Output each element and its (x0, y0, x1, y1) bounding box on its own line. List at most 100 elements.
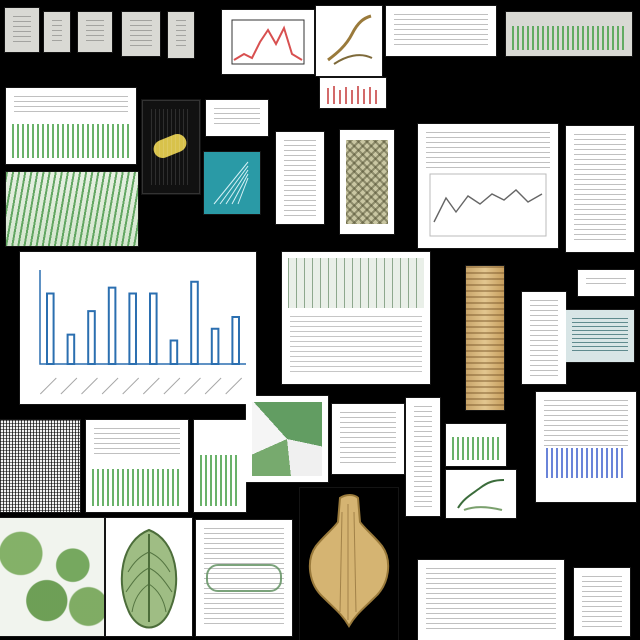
scan-tile-5 (168, 12, 194, 58)
teal-panel (204, 152, 260, 214)
text-lines (574, 134, 626, 244)
text-lines (582, 576, 622, 628)
green-cluster (0, 518, 104, 636)
text-lines (290, 316, 422, 376)
small-text-panel-2 (276, 132, 324, 224)
mosaic-panel (246, 396, 328, 482)
tick-mark (163, 377, 181, 395)
scan-lines (52, 20, 62, 44)
peaks-svg (327, 86, 377, 104)
tick-mark (184, 377, 201, 395)
peaks (327, 86, 377, 104)
scan-tile-1 (5, 8, 39, 52)
text-lines (340, 412, 396, 466)
dark-panel (142, 100, 200, 194)
bar (169, 339, 179, 365)
text-strip-top (386, 6, 496, 56)
green-bars (12, 123, 130, 158)
bottom-left-scan (0, 420, 80, 512)
document-right-2 (536, 392, 636, 502)
large-line-panel (418, 124, 558, 248)
bars-panel-bl-2 (194, 420, 246, 512)
bar (210, 327, 220, 365)
tick-mark (225, 377, 243, 395)
line-plot-tile (222, 10, 314, 74)
textured-fill (346, 140, 388, 224)
center-panel (282, 252, 430, 384)
teal-lines (572, 318, 628, 354)
small-green-panel (446, 424, 506, 466)
plant-sketch-panel (446, 470, 516, 518)
text-lines (204, 528, 284, 628)
text-lines (426, 568, 556, 632)
bar (107, 286, 117, 366)
line-series (233, 25, 303, 61)
tuber-tile (300, 488, 398, 640)
bar (231, 316, 240, 365)
text-lines (586, 278, 626, 288)
scan-lines (13, 16, 31, 44)
green-bars (452, 436, 500, 460)
plant-sketch (457, 479, 505, 511)
green-bars (92, 469, 182, 506)
text-lines (214, 108, 260, 128)
texture-panel (340, 130, 394, 234)
tuber-illustration (308, 494, 390, 628)
line-plot-svg (231, 19, 305, 65)
oval-graphic (206, 564, 282, 592)
bar (149, 292, 158, 365)
bars-panel-bl-1 (86, 420, 188, 512)
scan-texture (0, 420, 80, 512)
bar (87, 310, 96, 366)
text-lines (394, 14, 488, 48)
teal-diagram (213, 161, 249, 205)
leaf-illustration (120, 528, 178, 629)
plant-outline-svg (327, 14, 373, 65)
tick-mark (101, 377, 119, 395)
tick-mark (60, 377, 78, 395)
tick-mark (39, 377, 57, 395)
tan-texture (466, 266, 504, 410)
tan-column-tile (466, 266, 504, 410)
vertical-bars (512, 25, 626, 50)
text-lines (530, 300, 558, 376)
large-line-svg (429, 173, 547, 237)
bar (128, 292, 137, 365)
scan-tile-2 (44, 12, 70, 52)
text-block-right (566, 126, 634, 252)
document-right-3 (574, 568, 630, 636)
document-right-1 (418, 560, 564, 640)
sketch-ground (463, 506, 503, 511)
bar (66, 333, 76, 366)
header-lines (426, 132, 550, 172)
leaf-illustration-tile (106, 518, 192, 636)
green-bars (200, 455, 240, 506)
right-mid-panel-1 (522, 292, 566, 384)
plant-outline-tile (316, 6, 382, 76)
tall-text-panel (406, 398, 440, 516)
green-bars-panel (6, 88, 136, 164)
main-bar-chart-tile (20, 252, 256, 404)
grass-texture (6, 172, 138, 246)
scan-lines (176, 20, 186, 50)
scan-lines (86, 20, 104, 44)
green-cluster-panel (0, 518, 104, 636)
tick-mark (204, 377, 222, 395)
scan-tile-3 (78, 12, 112, 52)
bottom-text-panel (196, 520, 292, 636)
text-lines (414, 406, 432, 508)
tick-mark (142, 377, 160, 395)
header-lines (14, 96, 128, 112)
text-panel-mid (332, 404, 404, 474)
bar (46, 292, 55, 365)
leaf-veins (125, 551, 173, 613)
stem-line (327, 14, 372, 62)
plot-frame (231, 19, 305, 65)
dark-lines (151, 109, 191, 185)
bar (190, 280, 199, 365)
tuber-shape (308, 494, 390, 628)
peaks-tile (320, 78, 386, 108)
tick-mark (81, 377, 98, 395)
blue-bars (546, 448, 626, 478)
